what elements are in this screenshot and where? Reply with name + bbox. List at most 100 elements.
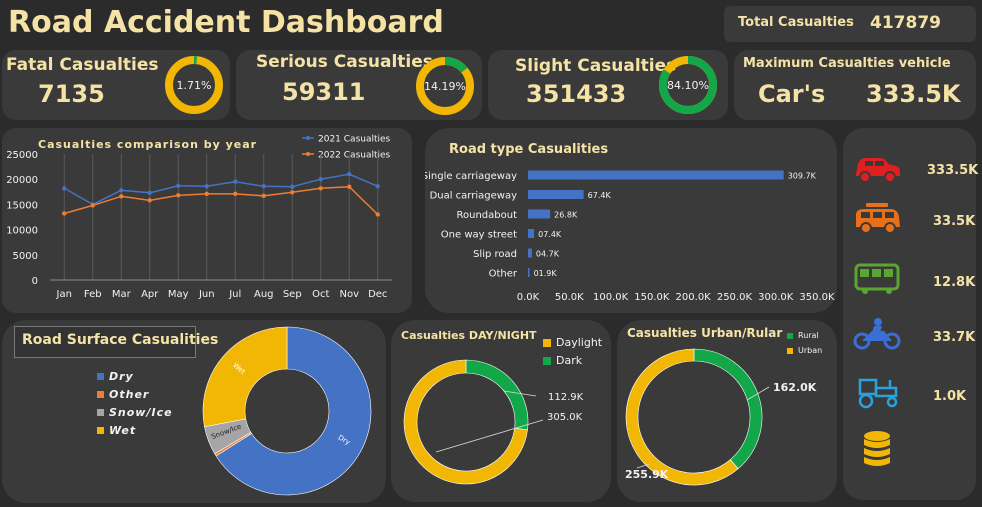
bar-category-label: One way street (441, 230, 517, 241)
daynight-slice-daylight (403, 359, 528, 485)
series-point (204, 191, 209, 197)
legend-swatch (97, 391, 104, 398)
legend-item: Dry (97, 370, 173, 383)
x-tick-label: 350.0K (799, 292, 835, 303)
vehicle-value: 33.5K (933, 214, 976, 229)
series-point (119, 188, 124, 193)
bus-icon (854, 263, 900, 294)
series-line-0 (63, 173, 379, 206)
series-point (261, 184, 266, 189)
legend-item: Urban (787, 346, 822, 355)
series-point (318, 177, 323, 182)
bar-category-label: Single carriageway (425, 171, 517, 182)
series-point (290, 190, 295, 195)
x-tick-label: 300.0K (758, 292, 794, 303)
series-point (261, 193, 266, 199)
x-tick-label: Feb (84, 289, 102, 300)
bar-category-label: Slip road (473, 249, 517, 260)
legend-item: Dark (543, 354, 602, 367)
slight-pct-ring: 84.10% (659, 56, 717, 114)
motorcycle-icon (853, 318, 901, 350)
legend-label: 2022 Casualties (318, 151, 391, 161)
x-tick-label: Apr (141, 289, 159, 300)
legend-swatch (787, 347, 793, 354)
legend-label: Urban (798, 346, 823, 355)
series-point (375, 212, 380, 217)
legend-item: Daylight (543, 336, 602, 349)
leader-line (503, 390, 537, 397)
serious-kpi-value: 59311 (282, 78, 366, 106)
serious-kpi-card: Serious Casualties 59311 14.19% (236, 50, 482, 120)
road-surface-title-box (14, 326, 196, 358)
x-tick-label: 50.0K (555, 292, 584, 303)
series-point (62, 211, 67, 216)
max-vehicle-name: Car's (758, 80, 826, 108)
series-point (147, 198, 152, 203)
legend-item: Rural (787, 331, 822, 340)
serious-pct-ring: 14.19% (416, 57, 474, 115)
total-casualties-card: Total Casualties 417879 (724, 6, 976, 42)
y-tick-label: 15000 (6, 200, 38, 211)
total-casualties-label: Total Casualties (738, 15, 854, 30)
vehicle-value: 1.0K (933, 389, 967, 404)
bar (528, 248, 532, 258)
series-point (90, 203, 95, 208)
bar (528, 209, 551, 219)
x-tick-label: Dec (368, 289, 387, 300)
legend-swatch (543, 338, 551, 347)
serious-ring-fill (444, 57, 468, 74)
series-point (290, 184, 295, 189)
road-surface-title: Road Surface Casualities (22, 332, 219, 348)
x-tick-label: Mar (112, 289, 132, 300)
car-icon (856, 158, 900, 183)
urbanrural-slice-urban (625, 348, 739, 486)
x-tick-label: 200.0K (676, 292, 712, 303)
legend-swatch (787, 332, 793, 339)
series-point (62, 186, 67, 191)
vehicle-panel: 333.5K 33.5K 12.8K 33.7K 1.0K (843, 128, 979, 500)
urban-rural-title: Casualties Urban/Rular (627, 326, 783, 340)
fatal-pct-ring: 1.71% (165, 56, 223, 114)
rural-value-label: 162.0K (773, 381, 817, 394)
road-type-panel: Road type Casualities 0.0K 50.0K 100.0K 150… (425, 128, 837, 313)
legend-label: Rural (798, 331, 819, 340)
legend-swatch (97, 427, 104, 434)
bar-data-label: 309.7K (788, 172, 817, 181)
legend-label: Dry (109, 370, 134, 383)
day-night-donut: 112.9K 305.0K (403, 359, 584, 485)
y-tick-label: 20000 (6, 175, 38, 186)
bar (528, 268, 530, 277)
y-tick-label: 25000 (6, 150, 38, 161)
bar-data-label: 04.7K (536, 250, 560, 259)
surface-slice-wet (202, 326, 288, 428)
dark-value-label: 112.9K (548, 392, 584, 403)
series-point (233, 191, 238, 197)
legend-marker (306, 152, 310, 156)
series-line-1 (64, 185, 379, 216)
legend-swatch (543, 356, 551, 365)
yearly-comparison-chart: Casualties comparison by year 2021 Casua… (6, 135, 392, 300)
bar-data-label: 26.8K (554, 211, 578, 220)
legend-swatch (97, 409, 104, 416)
fatal-kpi-card: Fatal Casualties 7135 1.71% (2, 50, 230, 120)
dashboard-title: Road Accident Dashboard (8, 5, 444, 40)
slight-ring-fill (659, 56, 717, 114)
legend-label: Daylight (556, 336, 603, 349)
leader-line (435, 419, 544, 453)
daylight-value-label: 305.0K (547, 412, 583, 423)
daynight-slice-dark (465, 359, 529, 431)
x-tick-label: May (168, 289, 189, 300)
leader-line (636, 463, 650, 469)
bar (528, 190, 584, 199)
vehicle-value: 333.5K (927, 163, 979, 178)
legend-label: Other (109, 388, 150, 401)
y-tick-label: 10000 (6, 226, 38, 237)
legend-marker (306, 136, 310, 140)
slight-kpi-value: 351433 (526, 80, 627, 108)
legend-item: Snow/Ice (97, 406, 173, 419)
slight-kpi-label: Slight Casualties (515, 56, 677, 76)
bar-data-label: 07.4K (538, 230, 562, 239)
serious-kpi-label: Serious Casualties (256, 52, 433, 72)
y-tick-label: 5000 (13, 251, 38, 262)
